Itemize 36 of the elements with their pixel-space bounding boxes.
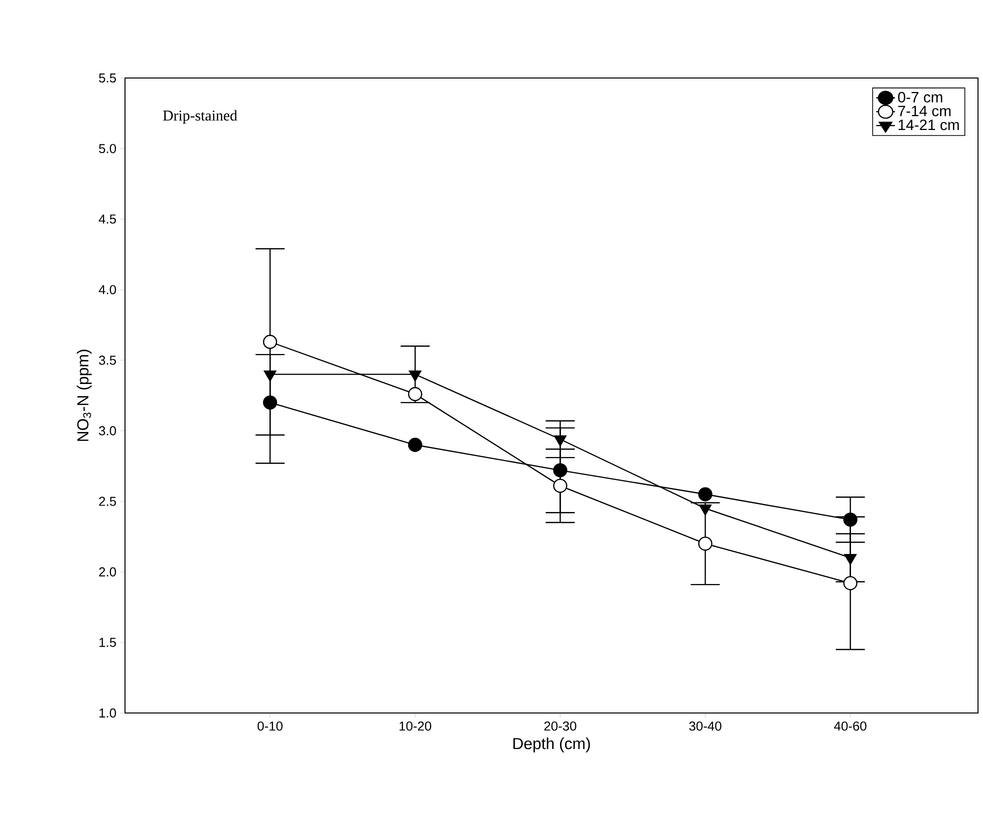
point	[553, 478, 568, 493]
point	[408, 438, 422, 452]
y-tick-label: 3.5	[98, 356, 116, 365]
point	[844, 554, 857, 565]
legend-label: 7-14 cm	[898, 106, 951, 116]
x-tick-label: 40-60	[834, 722, 866, 731]
y-tick-label: 5.0	[99, 144, 116, 154]
legend-label: 0-7 cm	[898, 92, 942, 102]
y-tick-label: 3.0	[98, 426, 116, 436]
point	[262, 334, 278, 349]
y-tick-label: 4.0	[98, 285, 116, 294]
y-tick-label: 2.0	[99, 567, 116, 576]
point	[698, 536, 712, 551]
y-tick-label: 2.5	[99, 496, 116, 506]
x-tick-label: 30-40	[689, 722, 722, 731]
point	[262, 395, 278, 410]
annotation: Drip-stained	[163, 110, 238, 124]
x-tick-label: 20-30	[544, 722, 576, 731]
legend-label: 14-21 cm	[898, 120, 959, 130]
x-axis-title: Depth (cm)	[513, 738, 590, 752]
y-axis-title: NO$_{3}$-N (ppm)	[76, 350, 92, 441]
x-tick-label: 10-20	[400, 722, 432, 731]
point	[843, 512, 858, 527]
point	[408, 370, 422, 382]
y-tick-label: 5.5	[99, 73, 116, 83]
y-tick-label: 1.0	[99, 708, 116, 718]
point	[843, 576, 858, 590]
point	[698, 487, 712, 502]
point	[553, 463, 568, 478]
x-tick-label: 0-10	[258, 722, 283, 731]
point	[699, 504, 712, 516]
point	[408, 387, 422, 402]
point	[554, 435, 566, 446]
y-tick-label: 4.5	[98, 214, 116, 224]
y-tick-label: 1.5	[99, 638, 116, 647]
point	[264, 370, 276, 382]
